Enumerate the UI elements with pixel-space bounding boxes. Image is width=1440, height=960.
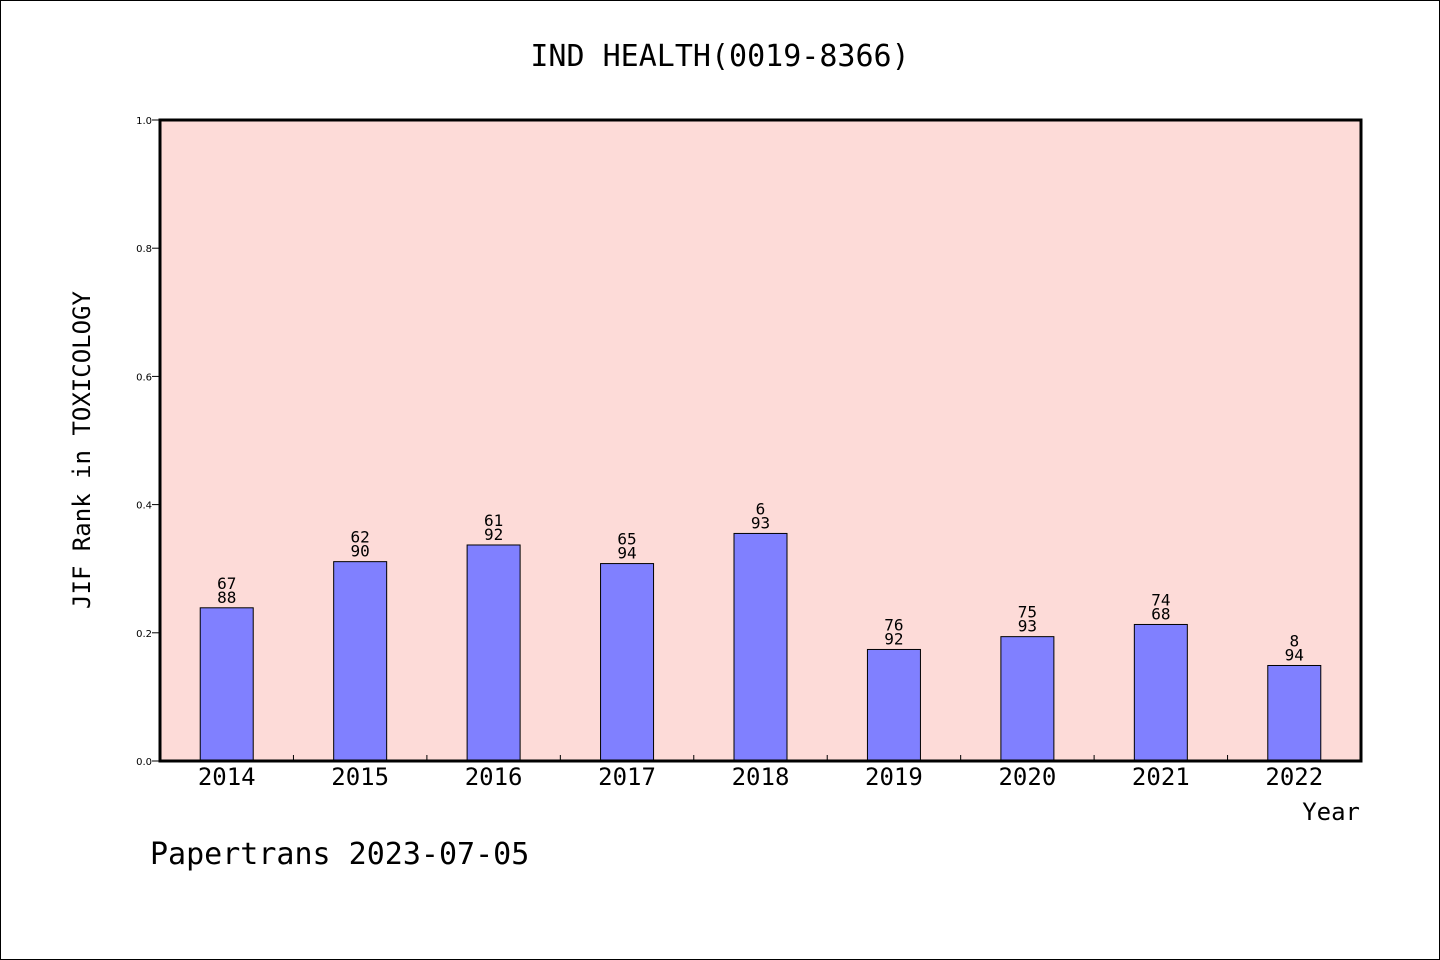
bar-2015 — [333, 561, 388, 762]
bar-2022 — [1267, 664, 1322, 762]
y-tick-label: 0.4 — [136, 501, 152, 512]
bar-label-rank: 76 — [884, 615, 903, 634]
bar-label-total: 92 — [484, 525, 503, 544]
y-axis: 0.0 0.2 0.4 0.6 0.8 1.0 — [136, 116, 160, 768]
x-axis: 2014 2015 2016 2017 2018 2019 2020 2021 2022 — [198, 755, 1323, 791]
bar-label-rank: 61 — [484, 511, 503, 530]
bar-label-rank: 75 — [1018, 603, 1037, 622]
x-tick-label: 2015 — [331, 763, 389, 791]
y-tick-label: 1.0 — [136, 116, 152, 127]
bar-label-total: 94 — [617, 544, 636, 563]
bar-label-rank: 8 — [1289, 631, 1299, 650]
bar-label-total: 68 — [1151, 604, 1170, 623]
x-tick-label: 2018 — [732, 763, 790, 791]
x-tick-label: 2017 — [598, 763, 656, 791]
x-tick-label: 2020 — [998, 763, 1056, 791]
x-tick-label: 2016 — [465, 763, 523, 791]
bar-label-total: 93 — [751, 513, 770, 532]
bar-2019 — [866, 648, 921, 762]
bar-label-rank: 65 — [617, 530, 636, 549]
bar-label-rank: 74 — [1151, 590, 1170, 609]
bar-2016 — [466, 544, 521, 762]
x-tick-label: 2019 — [865, 763, 923, 791]
bar-label-total: 93 — [1018, 617, 1037, 636]
bar-2020 — [1000, 636, 1055, 762]
bar-label-total: 88 — [217, 588, 236, 607]
y-tick-label: 0.6 — [136, 372, 152, 383]
bar-2017 — [600, 563, 655, 762]
bar-2018 — [733, 532, 788, 762]
bar-label-total: 94 — [1285, 645, 1304, 664]
x-tick-label: 2021 — [1132, 763, 1190, 791]
y-tick-label: 0.0 — [136, 757, 152, 768]
y-axis-label: JIF Rank in TOXICOLOGY — [68, 291, 96, 609]
bar-2014 — [199, 607, 254, 762]
y-tick-label: 0.2 — [136, 629, 152, 640]
plot-border — [158, 118, 1363, 763]
x-tick-label: 2022 — [1265, 763, 1323, 791]
bar-label-total: 90 — [351, 542, 370, 561]
bar-group — [199, 532, 1322, 762]
bar-label-rank: 67 — [217, 574, 236, 593]
x-axis-label: Year — [1302, 798, 1360, 826]
footer-credit: Papertrans 2023-07-05 — [150, 837, 529, 872]
bar-label-rank: 62 — [351, 528, 370, 547]
x-tick-label: 2014 — [198, 763, 256, 791]
bar-2021 — [1133, 623, 1188, 762]
bar-label-total: 92 — [884, 629, 903, 648]
bar-label-rank: 6 — [756, 499, 766, 518]
chart-title: IND HEALTH(0019-8366) — [530, 39, 909, 74]
y-tick-label: 0.8 — [136, 244, 152, 255]
